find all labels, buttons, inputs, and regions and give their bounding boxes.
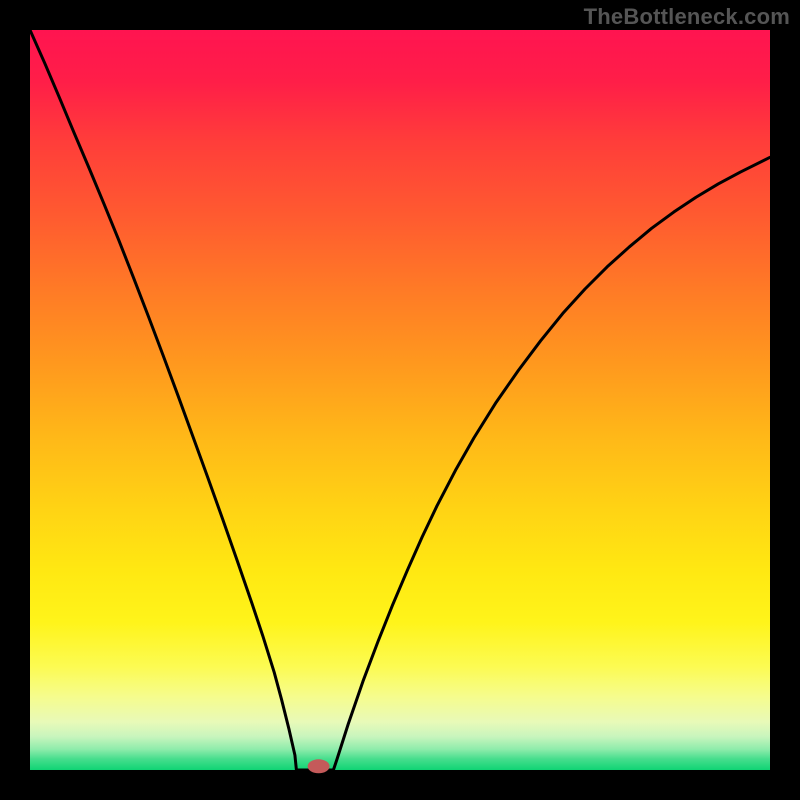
bottleneck-chart-svg (0, 0, 800, 800)
optimal-point-marker (308, 759, 330, 773)
chart-stage: TheBottleneck.com (0, 0, 800, 800)
watermark-text: TheBottleneck.com (584, 4, 790, 30)
plot-background (30, 30, 770, 770)
